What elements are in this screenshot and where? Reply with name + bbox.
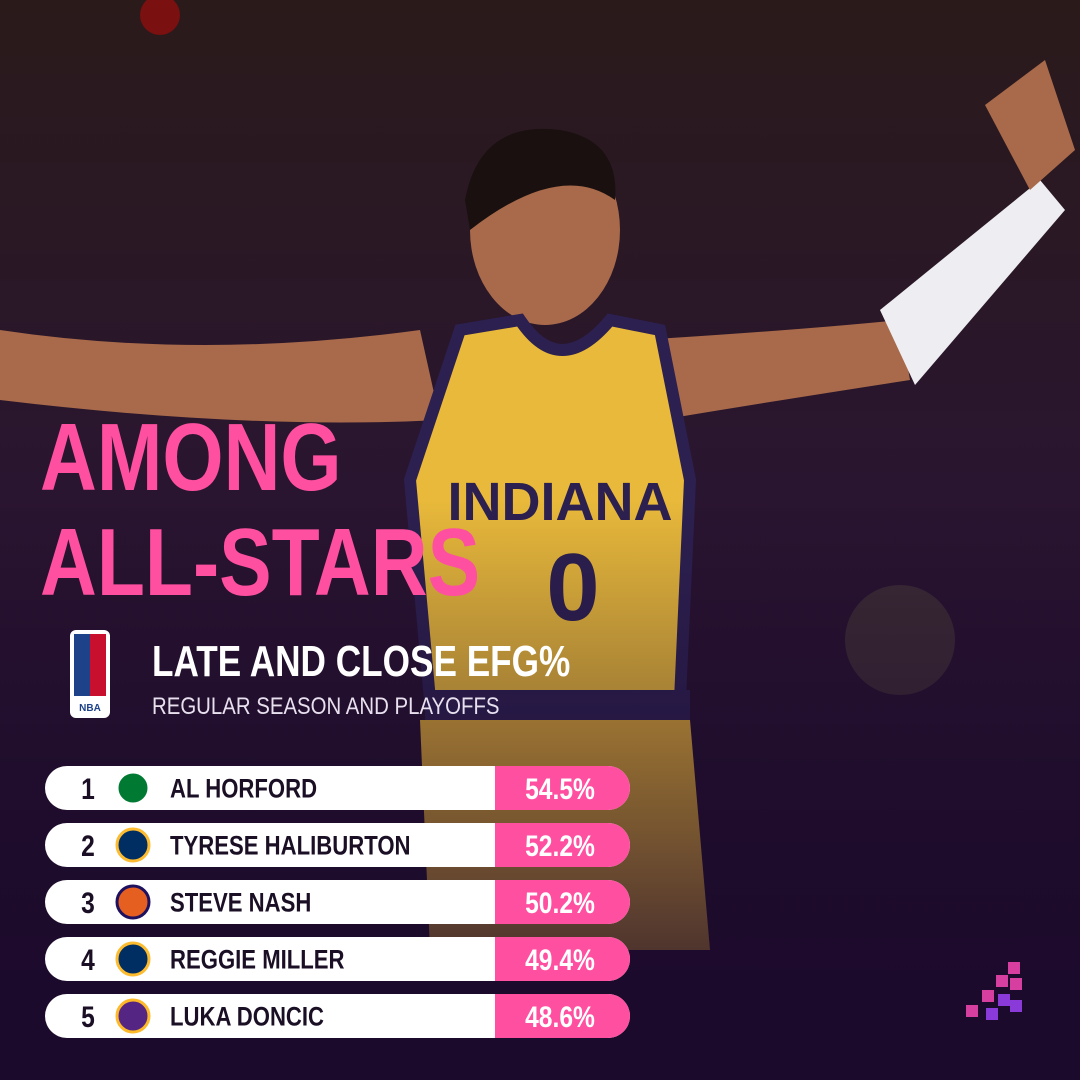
stat-value: 52.2% <box>525 828 595 862</box>
title: LATE AND CLOSE EFG% <box>152 637 570 686</box>
rank: 1 <box>81 771 95 805</box>
table: 1 AL HORFORD 54.5% 2 TYRESE HALIBURTON 52.2% 3… <box>45 766 630 1038</box>
table-row: 4 REGGIE MILLER 49.4% <box>45 937 630 981</box>
value-cell <box>495 823 630 867</box>
table-row: 5 LUKA DONCIC 48.6% <box>45 994 630 1038</box>
team-logo <box>115 884 151 920</box>
table-row: 3 STEVE NASH 50.2% <box>45 880 630 924</box>
value-cell <box>495 994 630 1038</box>
player-name: REGGIE MILLER <box>170 946 345 976</box>
team-logo <box>115 998 151 1034</box>
row-background <box>45 823 630 867</box>
stat-value: 48.6% <box>525 999 595 1033</box>
rank: 5 <box>81 999 95 1033</box>
team-logo <box>115 827 151 863</box>
value-cell <box>495 880 630 924</box>
stat-value: 54.5% <box>525 771 595 805</box>
light <box>140 0 180 35</box>
rank: 2 <box>81 828 95 862</box>
rank: 4 <box>81 942 95 976</box>
value-cell <box>495 937 630 981</box>
rank: 3 <box>81 885 95 919</box>
player-name: STEVE NASH <box>170 889 311 919</box>
stat-value: 50.2% <box>525 885 595 919</box>
headline-line: AMONG <box>40 404 342 511</box>
value-cell <box>495 766 630 810</box>
table-row: 2 TYRESE HALIBURTON 52.2% <box>45 823 630 867</box>
player-name: LUKA DONCIC <box>170 1003 324 1033</box>
row-background <box>45 766 630 810</box>
row-background <box>45 880 630 924</box>
player-name: AL HORFORD <box>170 775 317 805</box>
headline-line: ALL-STARS <box>40 509 480 616</box>
subtitle: REGULAR SEASON AND PLAYOFFS <box>152 692 500 719</box>
team-logo <box>115 770 151 806</box>
nba-logo: NBA <box>70 630 110 718</box>
stat-value: 49.4% <box>525 942 595 976</box>
table-row: 1 AL HORFORD 54.5% <box>45 766 630 810</box>
brand-mark <box>966 962 1022 1020</box>
row-background <box>45 937 630 981</box>
player-name: TYRESE HALIBURTON <box>170 832 411 862</box>
team-logo <box>115 941 151 977</box>
row-background <box>45 994 630 1038</box>
logo-text: NBA <box>79 703 101 714</box>
